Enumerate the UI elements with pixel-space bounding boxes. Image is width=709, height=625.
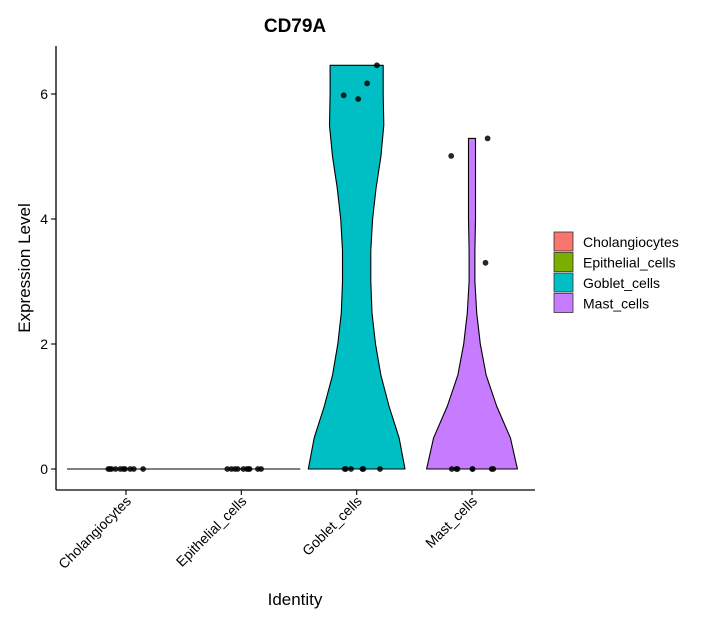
data-point-mast-cells [469, 466, 476, 472]
x-axis-title: Identity [268, 590, 323, 609]
data-point-epithelial-cells [246, 466, 253, 472]
data-point-cholangiocytes [122, 466, 128, 472]
data-point-cholangiocytes [108, 466, 115, 472]
legend-label-goblet-cells: Goblet_cells [583, 275, 660, 291]
data-point-mast-cells [490, 466, 497, 472]
x-tick-label: Mast_cells [422, 493, 480, 551]
data-point-mast-cells [484, 135, 491, 142]
legend-label-cholangiocytes: Cholangiocytes [583, 234, 679, 250]
y-ticks: 0 2 4 6 [40, 86, 56, 477]
chart-title: CD79A [264, 16, 327, 37]
x-tick-label: Epithelial_cells [173, 493, 250, 570]
data-point-mast-cells [448, 153, 455, 159]
x-tick-label: Goblet_cells [299, 493, 365, 559]
x-ticks: Cholangiocytes Epithelial_cells Goblet_cel… [55, 490, 480, 572]
legend-swatch-cholangiocytes [553, 231, 574, 252]
data-point-goblet-cells [364, 80, 370, 87]
y-tick-label: 4 [40, 211, 48, 227]
violin-mast-cells [426, 137, 518, 470]
data-point-goblet-cells [374, 62, 380, 69]
legend-label-epithelial-cells: Epithelial_cells [583, 255, 676, 271]
data-point-cholangiocytes [130, 466, 137, 472]
data-point-epithelial-cells [234, 466, 241, 472]
data-point-goblet-cells [348, 466, 354, 472]
legend-swatch-mast-cells [553, 293, 574, 313]
data-point-goblet-cells [355, 96, 362, 102]
x-tick-label: Cholangiocytes [55, 493, 134, 572]
legend-label-mast-cells: Mast_cells [583, 296, 649, 312]
violin-goblet-cells [307, 64, 406, 470]
data-point-epithelial-cells [258, 466, 264, 472]
data-point-cholangiocytes [140, 466, 147, 472]
y-tick-label: 2 [40, 336, 48, 352]
y-axis-title: Expression Level [15, 203, 34, 332]
legend-swatch-epithelial-cells [553, 252, 574, 272]
data-point-mast-cells [454, 466, 461, 472]
points-layer [105, 62, 497, 472]
data-point-goblet-cells [377, 466, 383, 472]
data-point-epithelial-cells [224, 466, 231, 472]
data-point-mast-cells [448, 466, 455, 472]
data-point-goblet-cells [340, 92, 347, 99]
data-point-goblet-cells [360, 466, 367, 472]
y-tick-label: 0 [40, 461, 48, 477]
y-tick-label: 6 [40, 86, 48, 102]
violins-layer [67, 64, 518, 470]
legend: Cholangiocytes Epithelial_cells Goblet_cel… [553, 231, 679, 313]
data-point-cholangiocytes [112, 466, 119, 472]
data-point-mast-cells [482, 259, 489, 266]
legend-swatch-goblet-cells [553, 272, 574, 293]
data-point-goblet-cells [342, 466, 349, 472]
